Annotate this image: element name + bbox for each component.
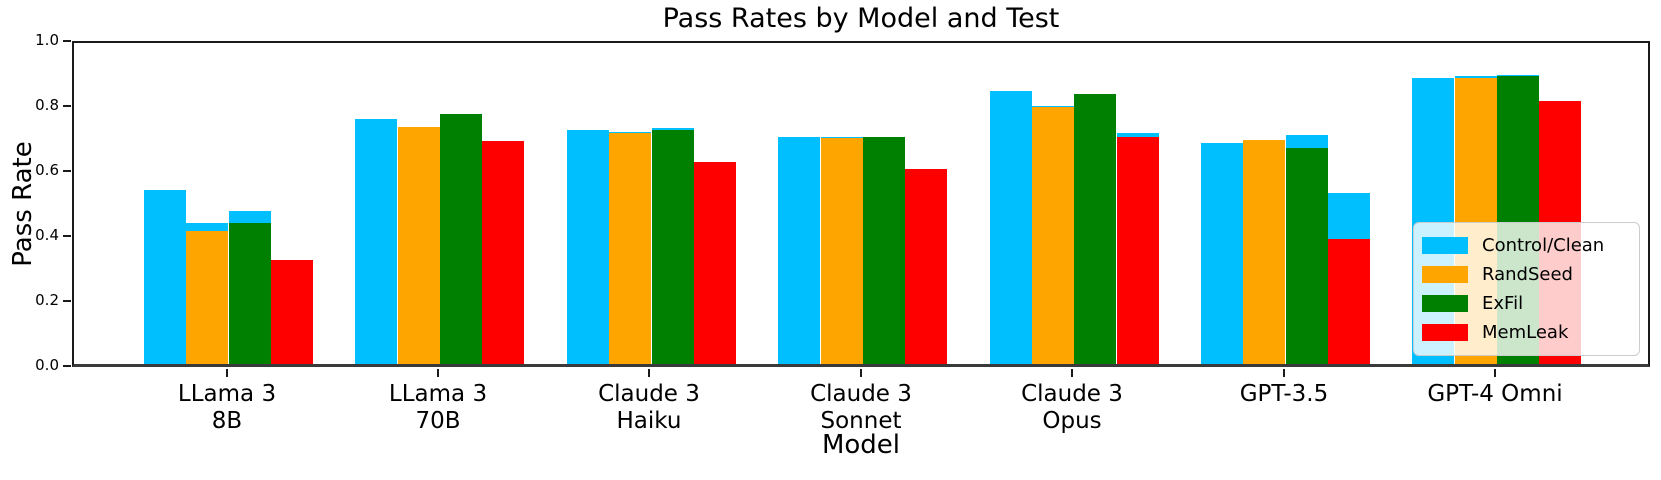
legend-swatch-control-clean xyxy=(1422,237,1468,254)
x-tick-mark xyxy=(226,369,228,377)
x-tick-mark xyxy=(437,369,439,377)
x-tick-mark xyxy=(1494,369,1496,377)
bar-memleak-gpt-3-5 xyxy=(1328,239,1370,364)
legend-swatch-memleak xyxy=(1422,324,1468,341)
y-tick-mark xyxy=(63,300,71,302)
x-tick-mark xyxy=(860,369,862,377)
y-tick-mark xyxy=(63,365,71,367)
bar-control-clean-claude-3-opus xyxy=(990,91,1032,364)
bar-randseed-llama-3-70b xyxy=(398,127,440,364)
y-tick-label-1.0: 1.0 xyxy=(35,31,59,49)
bar-control-clean-llama-3-8b xyxy=(144,190,186,364)
x-tick-mark xyxy=(1071,369,1073,377)
x-tick-mark xyxy=(648,369,650,377)
bar-exfil-llama-3-70b xyxy=(440,114,482,364)
x-tick-label-claude-3-sonnet: Claude 3 Sonnet xyxy=(810,381,912,434)
bar-exfil-claude-3-sonnet xyxy=(863,137,905,364)
bar-control-clean-claude-3-haiku xyxy=(567,130,609,364)
legend-label-memleak: MemLeak xyxy=(1482,321,1569,343)
bar-control-clean-claude-3-sonnet xyxy=(778,137,820,364)
legend-swatch-randseed xyxy=(1422,266,1468,283)
bar-randseed-claude-3-haiku xyxy=(609,133,651,364)
legend-item-control-clean: Control/Clean xyxy=(1422,231,1631,260)
bar-exfil-llama-3-8b xyxy=(229,223,271,364)
y-tick-mark xyxy=(63,235,71,237)
legend-item-memleak: MemLeak xyxy=(1422,318,1631,347)
bar-control-clean-llama-3-70b xyxy=(355,119,397,364)
bar-memleak-llama-3-70b xyxy=(482,141,524,364)
y-tick-label-0.8: 0.8 xyxy=(35,96,59,114)
y-tick-label-0.0: 0.0 xyxy=(35,356,59,374)
bar-exfil-claude-3-opus xyxy=(1074,94,1116,364)
x-tick-label-claude-3-opus: Claude 3 Opus xyxy=(1021,381,1123,434)
legend-item-randseed: RandSeed xyxy=(1422,260,1631,289)
x-tick-label-claude-3-haiku: Claude 3 Haiku xyxy=(598,381,700,434)
bar-exfil-gpt-3-5 xyxy=(1286,148,1328,364)
y-tick-label-0.4: 0.4 xyxy=(35,226,59,244)
bar-randseed-gpt-3-5 xyxy=(1243,140,1285,364)
bar-memleak-claude-3-haiku xyxy=(694,162,736,364)
bar-memleak-llama-3-8b xyxy=(271,260,313,364)
x-tick-label-llama-3-8b: LLama 3 8B xyxy=(177,381,277,434)
bar-randseed-llama-3-8b xyxy=(186,231,228,364)
bar-exfil-claude-3-haiku xyxy=(652,130,694,364)
legend-label-randseed: RandSeed xyxy=(1482,263,1573,285)
y-tick-label-0.6: 0.6 xyxy=(35,161,59,179)
x-tick-label-llama-3-70b: LLama 3 70B xyxy=(388,381,488,434)
y-tick-mark xyxy=(63,170,71,172)
x-tick-label-gpt-4-omni: GPT-4 Omni xyxy=(1427,381,1563,407)
y-tick-label-0.2: 0.2 xyxy=(35,291,59,309)
legend: Control/Clean RandSeed ExFil MemLeak xyxy=(1413,222,1640,356)
legend-label-control-clean: Control/Clean xyxy=(1482,234,1605,256)
legend-item-exfil: ExFil xyxy=(1422,289,1631,318)
bar-control-clean-gpt-3-5 xyxy=(1201,143,1243,364)
bar-memleak-claude-3-opus xyxy=(1117,137,1159,364)
x-axis-label: Model xyxy=(821,430,901,460)
x-tick-label-gpt-3-5: GPT-3.5 xyxy=(1239,381,1329,407)
legend-label-exfil: ExFil xyxy=(1482,292,1524,314)
bar-randseed-claude-3-sonnet xyxy=(821,138,863,364)
y-tick-mark xyxy=(63,40,71,42)
chart-title: Pass Rates by Model and Test xyxy=(662,3,1060,34)
bar-randseed-claude-3-opus xyxy=(1032,107,1074,364)
bar-memleak-claude-3-sonnet xyxy=(905,169,947,364)
x-tick-mark xyxy=(1283,369,1285,377)
y-axis-label: Pass Rate xyxy=(8,141,38,267)
y-tick-mark xyxy=(63,105,71,107)
legend-swatch-exfil xyxy=(1422,295,1468,312)
